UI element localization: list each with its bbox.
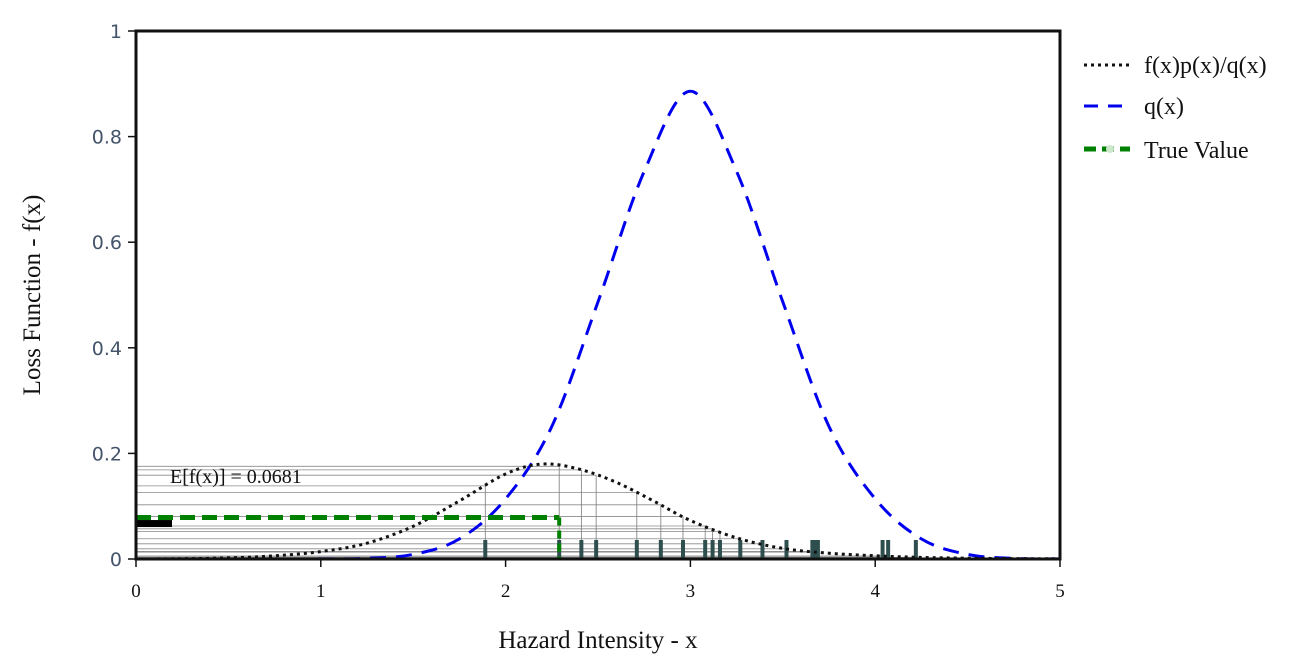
sample-tick-7: [703, 540, 708, 559]
y-axis-title: Loss Function - f(x): [19, 195, 46, 396]
sample-tick-5: [658, 540, 663, 559]
estimate-marker: [136, 520, 172, 528]
sample-tick-10: [738, 540, 743, 559]
plot-frame: [134, 29, 1062, 561]
sample-tick-17: [886, 540, 891, 559]
legend: f(x)p(x)/q(x) q(x) True Value: [1084, 53, 1267, 164]
sample-tick-0: [483, 540, 488, 559]
x-tick-label-3: 3: [686, 581, 696, 602]
x-tick-label-2: 2: [501, 581, 511, 602]
x-tick-label-4: 4: [870, 581, 880, 602]
series-ratio-line: [135, 462, 1061, 561]
sample-stems: [483, 466, 918, 559]
legend-label-true-value: True Value: [1144, 138, 1249, 164]
sample-tick-16: [880, 540, 885, 559]
series-lines: [135, 89, 1061, 561]
sample-tick-18: [913, 540, 918, 559]
y-tick-label-5: 1: [110, 21, 122, 43]
y-tick-label-4: 0.8: [92, 127, 122, 149]
sample-tick-9: [717, 540, 722, 559]
sample-tick-15: [815, 540, 820, 559]
sample-tick-4: [634, 540, 639, 559]
x-tick-label-5: 5: [1055, 581, 1065, 602]
series-q-line: [135, 89, 1061, 561]
sample-tick-14: [812, 540, 817, 559]
y-tick-label-3: 0.6: [92, 232, 122, 254]
legend-swatch-dot: [1106, 145, 1114, 153]
sample-gridlines: [136, 465, 916, 558]
sample-tick-6: [681, 540, 686, 559]
sample-tick-11: [760, 540, 765, 559]
sample-tick-3: [594, 540, 599, 559]
y-tick-label-2: 0.4: [92, 338, 122, 360]
legend-label-q: q(x): [1144, 94, 1184, 120]
estimate-annotation: E[f(x)] = 0.0681: [170, 466, 302, 488]
sample-tick-8: [710, 540, 715, 559]
estimate-markers: [134, 442, 562, 559]
x-tick-label-0: 0: [131, 581, 141, 602]
x-tick-label-1: 1: [316, 581, 326, 602]
y-tick-label-0: 0: [110, 549, 122, 571]
y-tick-label-1: 0.2: [92, 443, 122, 465]
sample-tick-2: [579, 540, 584, 559]
legend-label-ratio: f(x)p(x)/q(x): [1144, 53, 1267, 79]
y-axis: 0 0.2 0.4 0.6 0.8 1: [92, 21, 136, 571]
x-axis-title: Hazard Intensity - x: [498, 627, 698, 654]
x-axis: 0 1 2 3 4 5: [131, 559, 1065, 602]
